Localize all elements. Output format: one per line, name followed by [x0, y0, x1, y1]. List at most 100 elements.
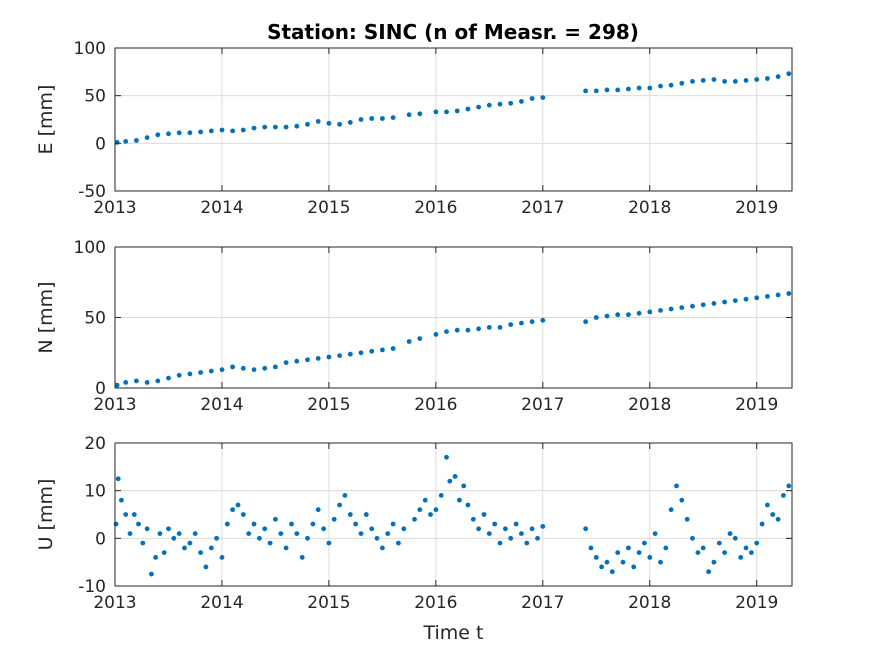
x-tick-label: 2014	[200, 395, 243, 415]
data-point	[519, 531, 524, 536]
data-point	[727, 531, 733, 536]
data-point	[187, 371, 193, 377]
data-point	[123, 512, 129, 517]
data-point	[447, 478, 453, 484]
data-point	[235, 502, 241, 508]
data-point	[529, 96, 535, 101]
data-point	[422, 497, 428, 503]
data-point	[385, 531, 391, 536]
x-tick-label: 2017	[521, 198, 564, 218]
x-tick-label: 2017	[521, 593, 564, 613]
data-point	[171, 535, 177, 541]
data-point	[668, 82, 674, 88]
data-point	[465, 502, 471, 508]
data-point	[198, 129, 204, 135]
data-point	[700, 302, 706, 308]
data-point	[347, 120, 353, 125]
data-point	[615, 550, 621, 555]
data-point	[754, 540, 760, 546]
data-point	[353, 521, 358, 527]
y-tick-label: 100	[74, 39, 106, 59]
data-point	[262, 526, 268, 532]
data-point	[321, 526, 326, 532]
data-point	[604, 559, 610, 565]
data-point	[374, 535, 380, 541]
data-point	[583, 526, 588, 532]
figure-title: Station: SINC (n of Measr. = 298)	[267, 20, 639, 44]
data-point	[369, 526, 375, 532]
data-point	[470, 516, 476, 522]
data-point	[465, 106, 471, 112]
data-point	[113, 521, 119, 527]
data-point	[679, 305, 685, 310]
x-tick-label: 2013	[93, 198, 136, 218]
data-point	[486, 531, 492, 536]
x-tick-label: 2015	[307, 198, 350, 218]
data-point	[679, 80, 685, 86]
data-point	[658, 308, 663, 313]
data-point	[604, 313, 610, 319]
x-tick-label: 2019	[735, 395, 778, 415]
data-point	[732, 535, 738, 541]
data-point	[599, 564, 604, 570]
data-point	[519, 320, 524, 326]
data-point	[765, 294, 770, 299]
data-point	[497, 101, 503, 107]
y-tick-label: 50	[84, 309, 106, 329]
data-point	[540, 524, 546, 529]
data-point	[396, 540, 401, 546]
data-point	[765, 502, 770, 508]
data-point	[711, 301, 717, 306]
data-point	[315, 119, 321, 124]
data-point	[412, 516, 417, 522]
data-point	[358, 350, 364, 356]
data-point	[358, 531, 364, 536]
data-point	[684, 516, 690, 522]
data-point	[315, 356, 321, 361]
data-point	[176, 372, 182, 378]
data-point	[214, 535, 220, 541]
x-tick-label: 2014	[200, 198, 243, 218]
data-point	[315, 507, 321, 513]
x-tick-label: 2017	[521, 395, 564, 415]
data-point	[593, 555, 599, 560]
data-point	[294, 358, 300, 364]
x-tick-label: 2018	[628, 198, 671, 218]
data-point	[461, 483, 467, 489]
x-tick-label: 2015	[307, 593, 350, 613]
data-point	[305, 357, 310, 363]
data-point	[540, 317, 546, 323]
data-point	[775, 516, 781, 522]
data-point	[119, 497, 124, 503]
data-point	[486, 102, 492, 108]
data-point	[428, 512, 433, 517]
data-point	[390, 521, 396, 527]
data-point	[668, 507, 674, 513]
data-point	[738, 555, 744, 560]
data-point	[326, 540, 332, 546]
data-point	[240, 127, 246, 133]
data-point	[224, 521, 230, 527]
data-point	[652, 531, 658, 536]
data-point	[588, 545, 594, 551]
data-point	[305, 535, 310, 541]
data-point	[754, 295, 760, 301]
up-panel: 2013 2014 2015 2016 2017 2018 2019 -10 0 10 20 U [m…	[35, 434, 793, 644]
data-point	[380, 545, 385, 551]
data-point	[524, 540, 530, 546]
data-point	[476, 326, 481, 332]
data-point	[187, 540, 193, 546]
x-axis-label: Time t	[423, 622, 484, 644]
data-point	[192, 531, 198, 536]
data-point	[166, 375, 171, 381]
data-point	[433, 109, 439, 115]
y-tick-label: 0	[95, 134, 106, 154]
data-point	[770, 512, 776, 517]
data-point	[283, 124, 289, 130]
data-point	[273, 516, 278, 522]
data-point	[136, 521, 141, 527]
data-point	[754, 77, 760, 82]
data-point	[283, 545, 289, 551]
data-point	[481, 512, 487, 517]
data-point	[444, 454, 449, 460]
